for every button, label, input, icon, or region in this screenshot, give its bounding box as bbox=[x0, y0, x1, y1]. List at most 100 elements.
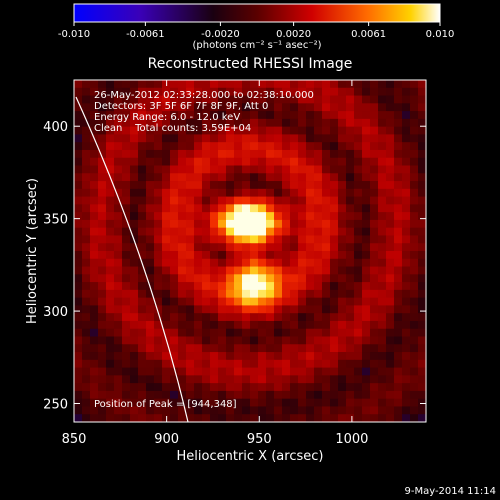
heatmap-cell bbox=[154, 95, 163, 104]
heatmap-cell bbox=[114, 274, 123, 283]
heatmap-cell bbox=[178, 313, 187, 322]
heatmap-cell bbox=[314, 258, 323, 267]
heatmap-cell bbox=[98, 282, 107, 291]
heatmap-cell bbox=[394, 375, 403, 384]
heatmap-cell bbox=[266, 266, 275, 275]
heatmap-cell bbox=[178, 258, 187, 267]
heatmap-cell bbox=[258, 181, 267, 190]
heatmap-cell bbox=[354, 165, 363, 174]
heatmap-cell bbox=[74, 282, 83, 291]
heatmap-cell bbox=[298, 328, 307, 337]
heatmap-cell bbox=[266, 375, 275, 384]
heatmap-cell bbox=[378, 414, 387, 422]
heatmap-cell bbox=[90, 282, 99, 291]
heatmap-cell bbox=[226, 305, 235, 314]
heatmap-cell bbox=[362, 235, 371, 244]
heatmap-cell bbox=[274, 375, 283, 384]
heatmap-cell bbox=[226, 352, 235, 361]
heatmap-cell bbox=[322, 406, 331, 415]
heatmap-cell bbox=[330, 390, 339, 400]
heatmap-cell bbox=[122, 212, 131, 221]
heatmap-cell bbox=[162, 134, 171, 143]
heatmap-cell bbox=[82, 390, 91, 400]
heatmap-cell bbox=[218, 149, 227, 159]
heatmap-cell bbox=[210, 118, 219, 128]
heatmap-cell bbox=[354, 367, 363, 376]
heatmap-cell bbox=[250, 344, 259, 353]
heatmap-cell bbox=[234, 126, 243, 135]
heatmap-cell bbox=[130, 188, 139, 197]
heatmap-cell bbox=[394, 398, 403, 407]
heatmap-cell bbox=[298, 313, 307, 322]
heatmap-cell bbox=[202, 196, 211, 205]
heatmap-cell bbox=[314, 352, 323, 361]
heatmap-cell bbox=[170, 157, 179, 166]
heatmap-cell bbox=[386, 313, 395, 322]
heatmap-cell bbox=[146, 227, 155, 236]
heatmap-cell bbox=[242, 235, 251, 244]
heatmap-cell bbox=[122, 227, 131, 236]
heatmap-cell bbox=[234, 344, 243, 353]
heatmap-cell bbox=[418, 103, 426, 112]
heatmap-cell bbox=[330, 118, 339, 128]
heatmap-cell bbox=[90, 336, 99, 345]
heatmap-cell bbox=[402, 134, 411, 143]
heatmap-cell bbox=[178, 375, 187, 384]
colorbar-tick-label: -0.0020 bbox=[201, 29, 240, 40]
heatmap-cell bbox=[314, 227, 323, 236]
heatmap-cell bbox=[314, 328, 323, 337]
heatmap-cell bbox=[178, 227, 187, 236]
heatmap-cell bbox=[282, 134, 291, 143]
heatmap-cell bbox=[402, 95, 411, 104]
heatmap-cell bbox=[370, 118, 379, 128]
heatmap-cell bbox=[130, 320, 139, 330]
heatmap-cell bbox=[314, 398, 323, 407]
heatmap-cell bbox=[354, 383, 363, 392]
heatmap-cell bbox=[386, 320, 395, 330]
heatmap-cell bbox=[274, 134, 283, 143]
heatmap-cell bbox=[122, 134, 131, 143]
heatmap-cell bbox=[194, 251, 203, 260]
heatmap-cell bbox=[226, 258, 235, 267]
heatmap-cell bbox=[306, 344, 315, 353]
heatmap-cell bbox=[138, 181, 147, 190]
heatmap-cell bbox=[362, 297, 371, 306]
heatmap-cell bbox=[234, 414, 243, 422]
heatmap-cell bbox=[106, 336, 115, 345]
heatmap-cell bbox=[330, 212, 339, 221]
heatmap-cell bbox=[314, 344, 323, 353]
heatmap-cell bbox=[226, 103, 235, 112]
heatmap-cell bbox=[290, 87, 299, 96]
heatmap-cell bbox=[322, 266, 331, 275]
heatmap-cell bbox=[266, 367, 275, 376]
heatmap-cell bbox=[226, 390, 235, 400]
heatmap-cell bbox=[410, 142, 419, 151]
heatmap-cell bbox=[194, 266, 203, 275]
heatmap-cell bbox=[130, 297, 139, 306]
heatmap-cell bbox=[226, 383, 235, 392]
heatmap-cell bbox=[330, 251, 339, 260]
heatmap-cell bbox=[242, 111, 251, 120]
heatmap-cell bbox=[98, 157, 107, 166]
heatmap-cell bbox=[186, 344, 195, 353]
heatmap-cell bbox=[170, 367, 179, 376]
heatmap-cell bbox=[402, 80, 411, 89]
heatmap-cell bbox=[74, 126, 83, 135]
heatmap-cell bbox=[274, 235, 283, 244]
heatmap-cell bbox=[306, 359, 315, 368]
heatmap-cell bbox=[130, 204, 139, 213]
heatmap-cell bbox=[210, 181, 219, 190]
heatmap-cell bbox=[170, 266, 179, 275]
heatmap-cell bbox=[90, 258, 99, 267]
heatmap-cell bbox=[362, 142, 371, 151]
heatmap-cell bbox=[410, 149, 419, 159]
heatmap-cell bbox=[138, 375, 147, 384]
heatmap-cell bbox=[330, 87, 339, 96]
heatmap-cell bbox=[210, 87, 219, 96]
heatmap-cell bbox=[338, 328, 347, 337]
colorbar-tick-label: 0.0061 bbox=[351, 29, 386, 40]
heatmap-cell bbox=[314, 219, 323, 229]
annotation-detectors: Detectors: 3F 5F 6F 7F 8F 9F, Att 0 bbox=[94, 101, 268, 112]
heatmap-cell bbox=[394, 173, 403, 182]
heatmap-cell bbox=[298, 266, 307, 275]
